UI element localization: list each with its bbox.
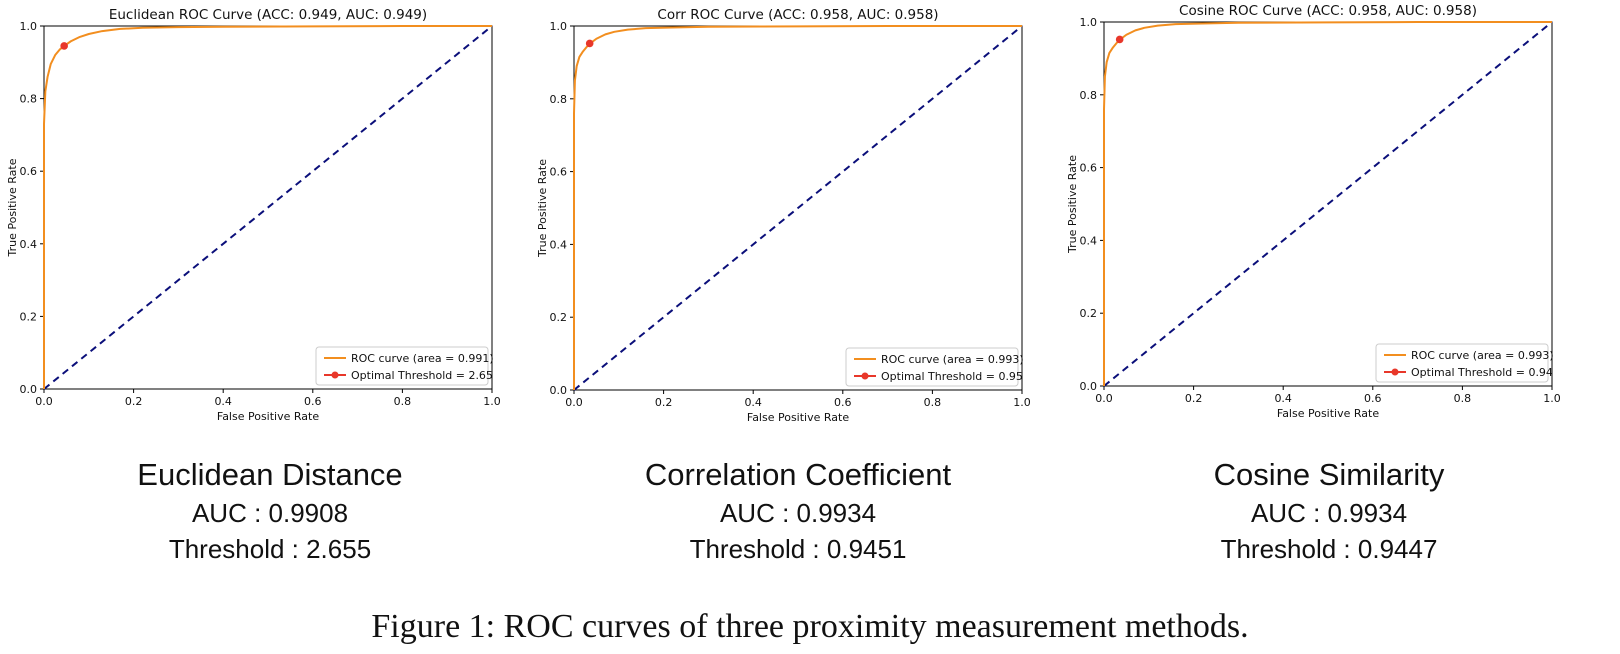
chart-title: Euclidean ROC Curve (ACC: 0.949, AUC: 0.…	[109, 7, 427, 23]
x-tick-label: 0.6	[1364, 392, 1382, 405]
x-tick-label: 0.2	[125, 395, 143, 408]
y-axis-label: True Positive Rate	[536, 159, 549, 258]
caption-corr: Correlation Coefficient AUC : 0.9934 Thr…	[588, 455, 1008, 567]
optimal-threshold-point	[585, 39, 594, 48]
x-tick-label: 0.6	[304, 395, 322, 408]
x-tick-label: 0.6	[834, 396, 852, 409]
y-tick-label: 0.0	[20, 383, 38, 396]
x-tick-label: 0.8	[394, 395, 412, 408]
x-tick-label: 1.0	[1013, 396, 1031, 409]
y-tick-label: 0.2	[1080, 307, 1098, 320]
caption-cosine: Cosine Similarity AUC : 0.9934 Threshold…	[1119, 455, 1539, 567]
legend-optimal-label: Optimal Threshold = 0.95	[881, 370, 1023, 383]
legend-optimal-marker	[861, 372, 869, 380]
x-tick-label: 0.4	[744, 396, 762, 409]
x-tick-label: 0.0	[35, 395, 53, 408]
x-tick-label: 0.2	[1185, 392, 1203, 405]
caption-euclidean: Euclidean Distance AUC : 0.9908 Threshol…	[60, 455, 480, 567]
optimal-threshold-point	[1115, 35, 1124, 44]
y-tick-label: 0.0	[1080, 380, 1098, 393]
caption-method-name: Euclidean Distance	[137, 457, 403, 492]
legend-optimal-marker	[1391, 368, 1399, 376]
legend-box	[845, 347, 1019, 387]
x-tick-label: 0.8	[924, 396, 942, 409]
y-axis-label: True Positive Rate	[1066, 155, 1079, 254]
y-tick-label: 0.6	[550, 166, 568, 179]
x-tick-label: 1.0	[483, 395, 501, 408]
roc-curve-line	[1103, 21, 1552, 386]
y-tick-label: 0.6	[20, 165, 38, 178]
y-tick-label: 0.4	[1080, 234, 1098, 247]
x-tick-label: 0.8	[1454, 392, 1472, 405]
y-tick-label: 0.2	[20, 310, 38, 323]
x-tick-label: 0.4	[1274, 392, 1292, 405]
y-tick-label: 1.0	[1080, 16, 1098, 29]
y-tick-label: 0.6	[1080, 162, 1098, 175]
roc-chart-euclidean: Euclidean ROC Curve (ACC: 0.949, AUC: 0.…	[6, 7, 501, 423]
x-tick-label: 0.2	[655, 396, 673, 409]
x-axis-label: False Positive Rate	[747, 411, 849, 424]
y-tick-label: 1.0	[550, 20, 568, 33]
roc-chart-corr: Corr ROC Curve (ACC: 0.958, AUC: 0.958) 0…	[536, 7, 1031, 424]
caption-method-name: Correlation Coefficient	[644, 457, 952, 492]
y-tick-label: 0.4	[550, 238, 568, 251]
x-tick-label: 0.0	[1095, 392, 1113, 405]
y-axis-label: True Positive Rate	[6, 158, 19, 257]
chart-title: Corr ROC Curve (ACC: 0.958, AUC: 0.958)	[657, 7, 938, 23]
caption-auc: AUC : 0.9934	[1250, 498, 1408, 528]
x-tick-label: 0.4	[214, 395, 232, 408]
figure-caption: Figure 1: ROC curves of three proximity …	[371, 608, 1249, 645]
legend-box	[315, 346, 489, 386]
x-axis-label: False Positive Rate	[1277, 407, 1379, 420]
y-tick-label: 0.0	[550, 384, 568, 397]
y-tick-label: 0.8	[550, 93, 568, 106]
y-tick-label: 0.8	[1080, 89, 1098, 102]
x-tick-label: 1.0	[1543, 392, 1561, 405]
y-tick-label: 0.2	[550, 311, 568, 324]
x-tick-label: 0.0	[565, 396, 583, 409]
y-tick-label: 0.8	[20, 93, 38, 106]
chance-diagonal-line	[1103, 21, 1553, 387]
legend-optimal-label: Optimal Threshold = 2.65	[351, 369, 493, 382]
y-tick-label: 0.4	[20, 238, 38, 251]
legend-optimal-marker	[331, 371, 339, 379]
legend-roc-label: ROC curve (area = 0.993)	[1411, 349, 1554, 362]
roc-curve-line	[43, 25, 492, 389]
optimal-threshold-point	[60, 42, 68, 50]
chance-diagonal-line	[573, 25, 1023, 391]
caption-method-name: Cosine Similarity	[1213, 457, 1445, 492]
legend-roc-label: ROC curve (area = 0.991)	[351, 352, 494, 365]
legend-optimal-label: Optimal Threshold = 0.94	[1411, 366, 1553, 379]
caption-threshold: Threshold : 2.655	[168, 534, 372, 564]
x-axis-label: False Positive Rate	[217, 410, 319, 423]
chart-title: Cosine ROC Curve (ACC: 0.958, AUC: 0.958…	[1179, 3, 1477, 19]
caption-auc: AUC : 0.9908	[191, 498, 349, 528]
legend-box	[1375, 343, 1549, 383]
roc-curve-line	[573, 25, 1022, 390]
caption-threshold: Threshold : 0.9447	[1220, 534, 1438, 564]
caption-auc: AUC : 0.9934	[719, 498, 877, 528]
roc-chart-cosine: Cosine ROC Curve (ACC: 0.958, AUC: 0.958…	[1066, 3, 1561, 420]
y-tick-label: 1.0	[20, 20, 38, 33]
legend-roc-label: ROC curve (area = 0.993)	[881, 353, 1024, 366]
chance-diagonal-line	[43, 25, 493, 390]
caption-threshold: Threshold : 0.9451	[689, 534, 907, 564]
